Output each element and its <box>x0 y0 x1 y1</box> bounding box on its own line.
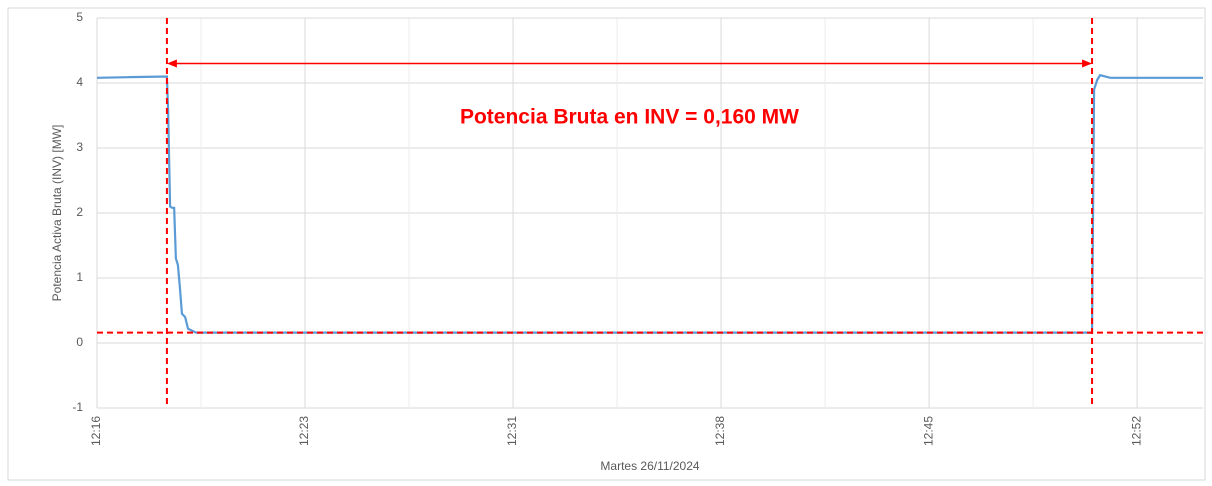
y-axis-label: Potencia Activa Bruta (INV) [MW] <box>50 125 64 302</box>
y-tick-label: 3 <box>76 140 83 154</box>
chart-border <box>7 7 1206 481</box>
arrow-head <box>1082 59 1093 68</box>
y-tick-label: 5 <box>76 10 83 24</box>
y-tick-label: 2 <box>76 205 83 219</box>
x-tick-label: 12:16 <box>89 416 103 446</box>
x-tick-label: 12:38 <box>713 416 727 446</box>
x-axis-label: Martes 26/11/2024 <box>600 459 700 473</box>
line-series <box>96 73 1203 334</box>
y-tick-label: -1 <box>72 400 83 414</box>
annotation: Potencia Bruta en INV = 0,160 MW <box>460 106 799 129</box>
x-tick-label: 12:23 <box>297 416 311 446</box>
y-tick-label: 4 <box>76 75 83 89</box>
x-tick-label: 12:45 <box>921 416 935 446</box>
arrow-head <box>166 59 177 68</box>
y-tick-label: 1 <box>76 270 83 284</box>
x-tick-label: 12:52 <box>1129 416 1143 446</box>
y-tick-label: 0 <box>76 335 83 349</box>
x-tick-label: 12:31 <box>505 416 519 446</box>
